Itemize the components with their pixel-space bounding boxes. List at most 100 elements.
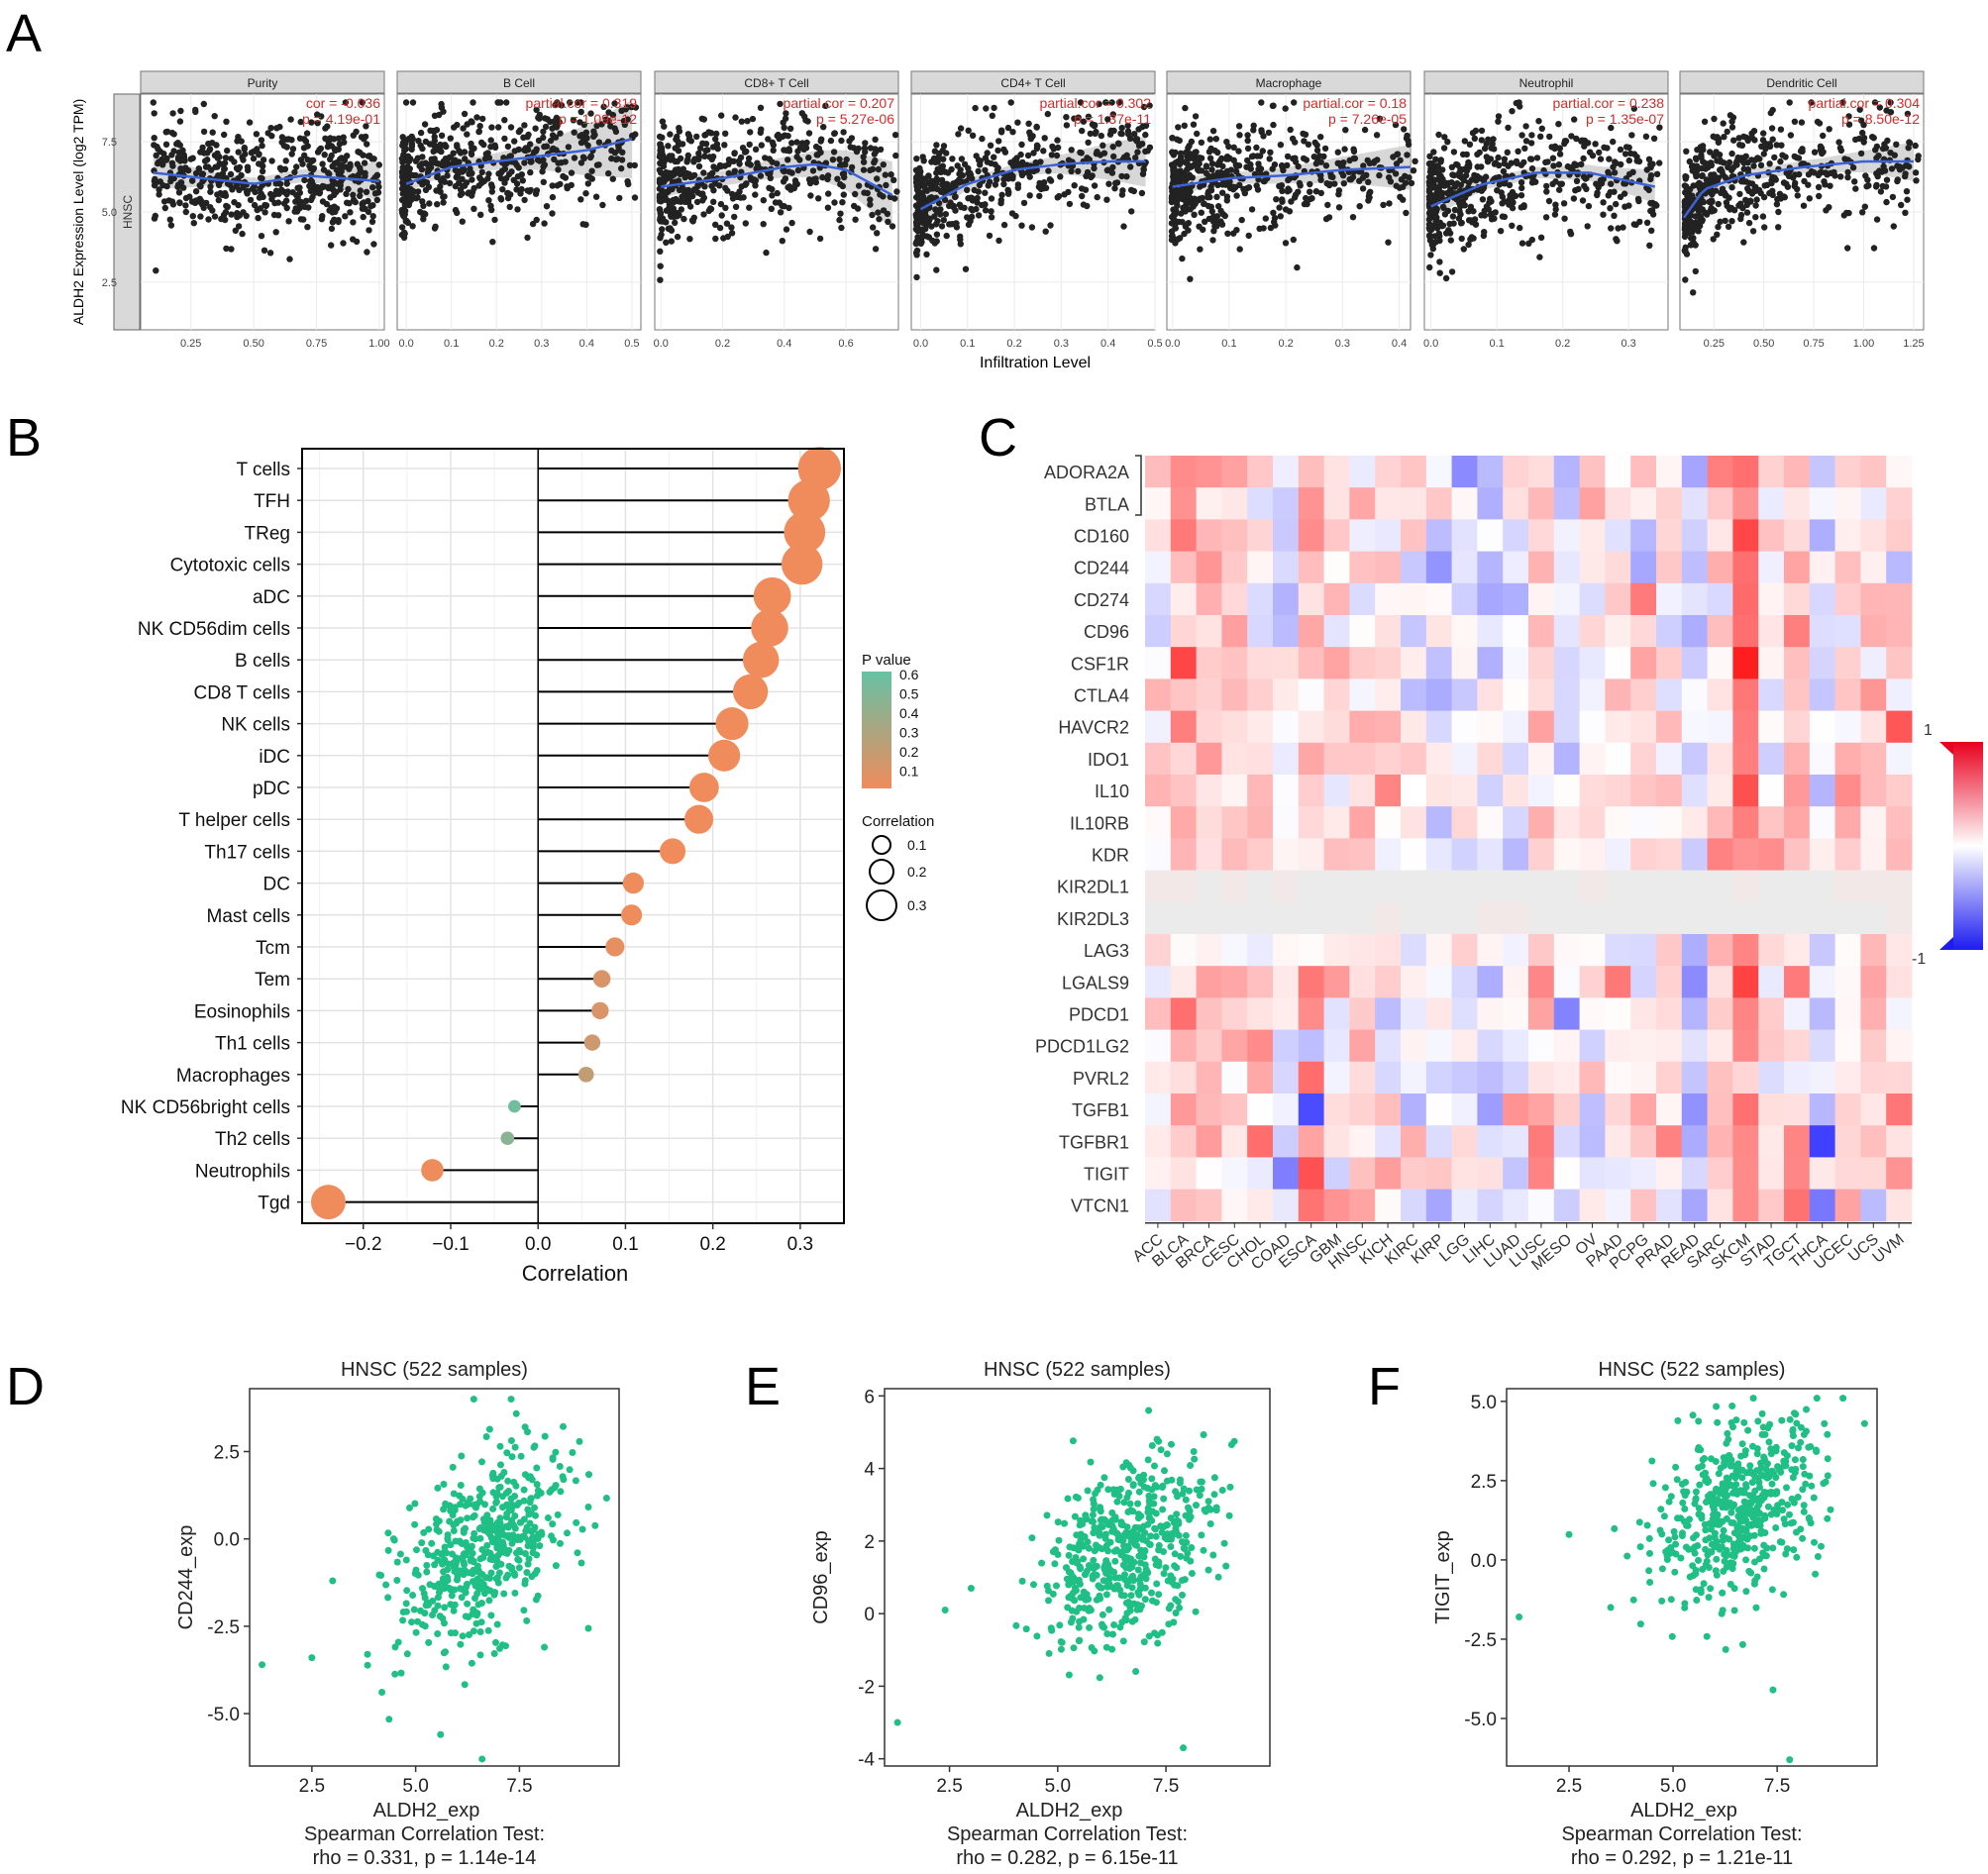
heatmap-cell [1298, 1093, 1325, 1126]
data-point [359, 205, 366, 212]
data-point [488, 188, 495, 195]
heatmap-cell [1605, 1029, 1631, 1063]
heatmap-cell [1145, 966, 1172, 998]
data-point [497, 174, 505, 182]
data-point [1653, 170, 1661, 177]
data-point [766, 184, 773, 191]
data-point [695, 162, 703, 170]
heatmap-cell [1273, 519, 1300, 553]
data-point [296, 135, 304, 142]
data-point [1780, 193, 1788, 200]
heatmap-cell [1477, 647, 1504, 679]
p-value-label: p = 7.26e-05 [1328, 111, 1407, 127]
heatmap-cell [1528, 456, 1555, 488]
data-point [1037, 158, 1044, 165]
data-point [340, 134, 347, 141]
heatmap-cell [1273, 1189, 1300, 1222]
heatmap-cell [1323, 934, 1350, 967]
data-point [1621, 190, 1628, 197]
facet-strip [396, 70, 642, 94]
data-point [568, 169, 575, 176]
heatmap-cell [1196, 934, 1222, 967]
heatmap-cell [1681, 710, 1709, 744]
heatmap-cell [1247, 997, 1274, 1031]
heatmap-cell [1425, 1125, 1453, 1158]
data-point [1335, 204, 1343, 211]
data-point [350, 219, 357, 226]
data-point [824, 175, 831, 183]
data-point [1397, 193, 1404, 200]
heatmap-cell [1503, 742, 1529, 776]
heatmap-cell [1656, 997, 1683, 1031]
row-label: PVRL2 [1073, 1069, 1129, 1089]
data-point [1290, 236, 1298, 244]
data-point [836, 156, 843, 162]
heatmap-cell [1732, 806, 1759, 839]
data-point [1777, 126, 1785, 133]
data-point [1065, 188, 1072, 196]
data-point [611, 150, 619, 156]
lollipop-dot [781, 543, 823, 585]
row-label: CD160 [1074, 527, 1129, 547]
heatmap-cell [1758, 487, 1785, 520]
heatmap-cell [1834, 615, 1861, 648]
heatmap-cell [1425, 838, 1453, 872]
data-point [245, 166, 252, 174]
data-point [1480, 232, 1488, 240]
data-point [252, 188, 259, 196]
heatmap-cell [1681, 742, 1709, 776]
heatmap-cell [1886, 1125, 1913, 1158]
heatmap-cell [1886, 487, 1913, 520]
heatmap-cell [1886, 870, 1913, 903]
data-point [957, 125, 965, 132]
heatmap-cell [1553, 1125, 1581, 1158]
data-point [156, 186, 162, 193]
data-point [874, 230, 881, 237]
heatmap-cell [1401, 775, 1427, 807]
data-point [848, 135, 856, 142]
heatmap-cell [1375, 456, 1402, 488]
heatmap-cell [1273, 1125, 1300, 1158]
data-point [501, 117, 508, 124]
heatmap-cell [1784, 997, 1811, 1031]
data-point [1507, 192, 1514, 199]
heatmap-cell [1579, 487, 1606, 520]
category-label: T cells [236, 460, 290, 480]
data-point [1066, 200, 1074, 208]
heatmap-cell [1809, 710, 1836, 744]
data-point [1053, 152, 1061, 159]
heatmap-cell [1553, 1061, 1581, 1094]
y-tick-label: 2.5 [102, 277, 117, 289]
data-point [337, 162, 344, 169]
heatmap-cell [1553, 615, 1581, 648]
data-point [197, 149, 204, 156]
heatmap-cell [1425, 742, 1453, 776]
data-point [1026, 192, 1033, 199]
data-point [1738, 155, 1745, 161]
data-point [419, 145, 426, 153]
heatmap-cell [1349, 742, 1376, 776]
data-point [1771, 175, 1779, 183]
data-point [950, 202, 958, 210]
p-value-label: p = 4.19e-01 [302, 111, 380, 127]
data-point [1340, 180, 1348, 187]
data-point [1170, 150, 1177, 157]
data-point [1733, 161, 1740, 168]
heatmap-cell [1451, 647, 1478, 679]
heatmap-cell [1503, 934, 1529, 967]
heatmap-cell [1145, 901, 1172, 935]
data-point [1904, 196, 1911, 203]
data-point [513, 186, 520, 193]
data-point [175, 189, 183, 196]
data-point [402, 146, 409, 153]
lollipop-dot [688, 773, 719, 802]
data-point [566, 1466, 574, 1474]
data-point [974, 199, 981, 206]
data-point [1546, 133, 1553, 141]
x-tick-label: −0.2 [345, 1234, 382, 1255]
data-point [189, 213, 196, 220]
heatmap-cell [1298, 775, 1325, 807]
data-point [1495, 118, 1502, 125]
data-point [1426, 211, 1433, 218]
data-point [1222, 156, 1230, 162]
